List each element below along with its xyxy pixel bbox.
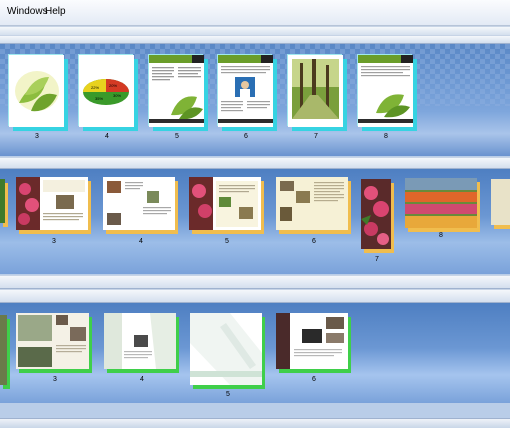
- pie-label-d: 30%: [113, 93, 121, 98]
- page-label-7: 7: [314, 133, 318, 140]
- page-thumb-8b[interactable]: [405, 178, 477, 228]
- flower-market-image: [405, 178, 477, 228]
- strip-header-3a: [0, 275, 510, 289]
- page-label-6: 6: [244, 133, 248, 140]
- forest-photo: [292, 59, 339, 119]
- architecture-spread-image: [104, 313, 176, 369]
- article-page-image: [218, 55, 273, 123]
- white-room-spread: [190, 313, 262, 385]
- text-page-image: [149, 55, 204, 123]
- page-thumb-4[interactable]: 22% 20% 35% 30%: [79, 55, 134, 127]
- page-label-8: 8: [384, 133, 388, 140]
- spread-label-6: 6: [312, 238, 316, 245]
- flower-spread-image: [16, 177, 85, 230]
- garden-spread-image: [280, 181, 344, 221]
- pie-chart-image: 22% 20% 35% 30%: [83, 79, 129, 105]
- catalog-spread-image: [107, 181, 171, 225]
- spread-label-3: 3: [52, 238, 56, 245]
- page-thumb-partial-left[interactable]: [0, 179, 5, 223]
- page-thumb-6[interactable]: [218, 55, 273, 127]
- page-thumb-7b[interactable]: [361, 179, 391, 249]
- page-thumb-8[interactable]: [358, 55, 413, 127]
- page-label-4: 4: [105, 133, 109, 140]
- leaf-text-page: [358, 55, 413, 123]
- spread-thumb-6[interactable]: [276, 177, 348, 230]
- page-thumb-partial-left-3[interactable]: [0, 315, 7, 385]
- menu-help[interactable]: Help: [45, 6, 66, 17]
- strip-header-1: [0, 35, 510, 44]
- spread3-label-4: 4: [140, 376, 144, 383]
- leaf-image: [15, 71, 59, 112]
- page-thumb-partial-right[interactable]: [491, 179, 510, 225]
- flower-text-spread: [189, 177, 258, 230]
- interior-spread-image: [18, 315, 86, 367]
- page-thumb-7[interactable]: [288, 55, 343, 127]
- page-label-3: 3: [35, 133, 39, 140]
- menu-windows[interactable]: Windows: [7, 6, 48, 17]
- spread-label-7: 7: [375, 256, 379, 263]
- flowers-portrait-image: [361, 186, 389, 245]
- page-strip-3[interactable]: 3 4 5 6: [0, 303, 510, 403]
- menu-bar: Windows Help: [0, 0, 510, 26]
- bottom-bar: [0, 418, 510, 428]
- spread-thumb-3[interactable]: [16, 177, 88, 230]
- page-strip-2[interactable]: 3 4 5 6: [0, 169, 510, 274]
- spread3-thumb-4[interactable]: [104, 313, 176, 369]
- spread-label-5: 5: [225, 238, 229, 245]
- spread3-thumb-5[interactable]: [190, 313, 262, 385]
- spread-thumb-4[interactable]: [103, 177, 175, 230]
- page-thumb-5[interactable]: [149, 55, 204, 127]
- spread-thumb-5[interactable]: [189, 177, 261, 230]
- page-thumb-3[interactable]: [9, 55, 64, 127]
- spread-label-4: 4: [139, 238, 143, 245]
- page-strip-1[interactable]: 3 22% 20% 35% 30% 4 5: [0, 44, 510, 156]
- spread3-label-5: 5: [226, 391, 230, 398]
- spread3-label-6: 6: [312, 376, 316, 383]
- spread-label-8: 8: [439, 232, 443, 239]
- media-room-spread: [276, 313, 344, 369]
- spread3-thumb-6[interactable]: [276, 313, 348, 369]
- spread3-thumb-3[interactable]: [16, 313, 89, 369]
- page-label-5: 5: [175, 133, 179, 140]
- strip-header-2: [0, 157, 510, 169]
- spread3-label-3: 3: [53, 376, 57, 383]
- strip-header-3b: [0, 289, 510, 303]
- pie-label-a: 22%: [91, 85, 99, 90]
- pie-label-c: 35%: [95, 96, 103, 101]
- pie-label-b: 20%: [109, 83, 117, 88]
